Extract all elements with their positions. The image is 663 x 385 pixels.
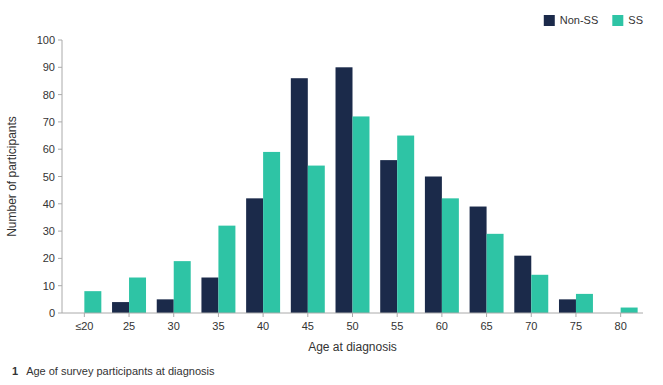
bar (621, 308, 638, 313)
bar (174, 261, 191, 313)
x-tick-label: 80 (615, 320, 627, 332)
bars (84, 67, 637, 313)
y-tick (58, 176, 62, 177)
x-tick (84, 313, 85, 317)
legend-label: SS (628, 14, 643, 26)
y-tick-label: 20 (43, 252, 55, 264)
x-tick (620, 313, 621, 317)
bar (559, 299, 576, 313)
bar (531, 275, 548, 313)
bar (157, 299, 174, 313)
y-tick-label: 60 (43, 143, 55, 155)
y-tick-label: 0 (49, 307, 55, 319)
x-tick-label: 35 (212, 320, 224, 332)
bar (514, 256, 531, 313)
y-tick (58, 285, 62, 286)
x-tick (218, 313, 219, 317)
y-tick (58, 94, 62, 95)
y-tick-label: 10 (43, 280, 55, 292)
y-tick (58, 67, 62, 68)
x-tick (441, 313, 442, 317)
bar (218, 226, 235, 313)
x-tick (531, 313, 532, 317)
bar (576, 294, 593, 313)
bar (487, 234, 504, 313)
x-tick-label: 30 (168, 320, 180, 332)
x-axis-label: Age at diagnosis (308, 340, 397, 354)
y-tick (58, 203, 62, 204)
chart: 0 10 20 30 40 50 60 70 80 90 100 ≤20 25 30 35 40 45 50 55 6… (0, 0, 663, 385)
chart-container: 0 10 20 30 40 50 60 70 80 90 100 ≤20 25 30 35 40 45 50 55 6… (0, 0, 663, 385)
x-tick-label: 40 (257, 320, 269, 332)
y-tick-label: 30 (43, 225, 55, 237)
y-tick-label: 70 (43, 116, 55, 128)
x-tick (352, 313, 353, 317)
y-tick-label: 50 (43, 171, 55, 183)
x-tick (129, 313, 130, 317)
x-tick-label: 70 (525, 320, 537, 332)
legend-item: Non-SS (544, 14, 599, 26)
legend-swatch (544, 15, 555, 26)
x-tick-label: 75 (570, 320, 582, 332)
caption: 1 Age of survey participants at diagnosis (12, 365, 215, 377)
x-tick-label: 50 (346, 320, 358, 332)
bar (470, 207, 487, 313)
x-tick (173, 313, 174, 317)
y-axis-label: Number of participants (5, 116, 19, 237)
y-tick (58, 121, 62, 122)
x-tick-label: 25 (123, 320, 135, 332)
bar (201, 278, 218, 313)
y-tick (58, 313, 62, 314)
y-tick (58, 258, 62, 259)
bar (263, 152, 280, 313)
legend: Non-SS SS (544, 14, 643, 26)
bar (380, 160, 397, 313)
legend-label: Non-SS (560, 14, 599, 26)
x-tick (575, 313, 576, 317)
y-tick-label: 90 (43, 61, 55, 73)
legend-item: SS (612, 14, 643, 26)
bar (397, 136, 414, 313)
y-tick-label: 100 (37, 34, 55, 46)
caption-part: Age of survey participants at diagnosis (26, 365, 215, 377)
x-tick-label: 55 (391, 320, 403, 332)
x-tick-label: ≤20 (75, 320, 93, 332)
bar (246, 198, 263, 313)
bar (353, 116, 370, 313)
x-tick (397, 313, 398, 317)
bar (112, 302, 129, 313)
bar (129, 278, 146, 313)
bar (442, 198, 459, 313)
x-tick-label: 65 (480, 320, 492, 332)
bar (308, 166, 325, 313)
bar (84, 291, 101, 313)
y-tick-label: 40 (43, 198, 55, 210)
y-tick (58, 231, 62, 232)
x-tick-label: 60 (436, 320, 448, 332)
legend-swatch (612, 15, 623, 26)
bar (425, 177, 442, 314)
bar (336, 67, 353, 313)
x-tick (263, 313, 264, 317)
y-tick (58, 149, 62, 150)
y-tick (58, 40, 62, 41)
x-tick-label: 45 (302, 320, 314, 332)
caption-part: 1 (12, 365, 18, 377)
y-tick-label: 80 (43, 89, 55, 101)
bar (291, 78, 308, 313)
x-tick (307, 313, 308, 317)
x-tick (486, 313, 487, 317)
